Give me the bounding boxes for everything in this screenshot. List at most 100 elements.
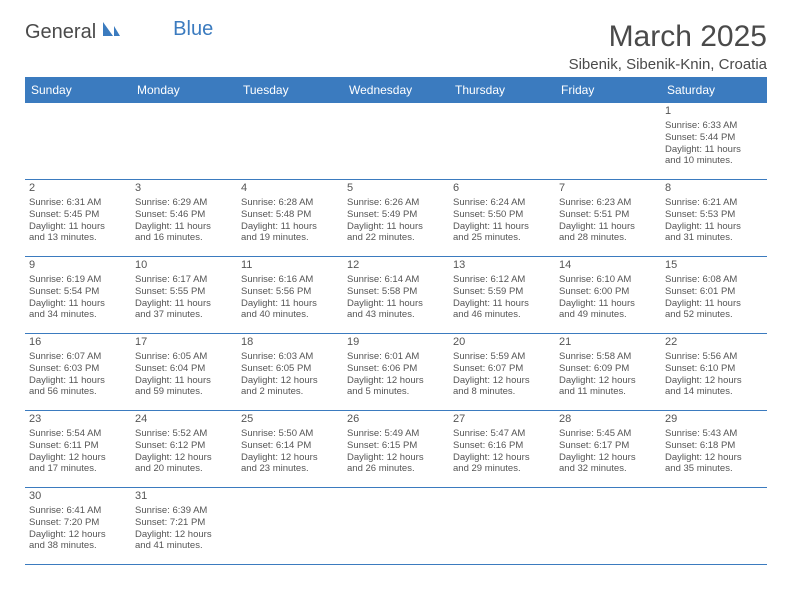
day-header: Wednesday xyxy=(343,77,449,103)
day-number: 4 xyxy=(241,182,339,196)
calendar-day-cell: 20Sunrise: 5:59 AMSunset: 6:07 PMDayligh… xyxy=(449,334,555,411)
day-info-line: Daylight: 12 hours xyxy=(559,452,657,464)
day-info-line: Sunrise: 5:56 AM xyxy=(665,351,763,363)
day-info-line: Daylight: 12 hours xyxy=(135,452,233,464)
day-info-line: Daylight: 11 hours xyxy=(29,375,127,387)
day-info-line: Sunset: 6:04 PM xyxy=(135,363,233,375)
day-info-line: Daylight: 12 hours xyxy=(665,375,763,387)
calendar-day-cell: 8Sunrise: 6:21 AMSunset: 5:53 PMDaylight… xyxy=(661,180,767,257)
day-info-line: Sunrise: 5:47 AM xyxy=(453,428,551,440)
day-info-line: Daylight: 11 hours xyxy=(135,298,233,310)
day-number: 14 xyxy=(559,259,657,273)
day-info-line: Sunrise: 6:12 AM xyxy=(453,274,551,286)
calendar-empty-cell xyxy=(555,103,661,180)
day-number: 11 xyxy=(241,259,339,273)
day-info-line: Sunrise: 6:01 AM xyxy=(347,351,445,363)
day-info-line: Sunset: 5:46 PM xyxy=(135,209,233,221)
day-info-line: and 46 minutes. xyxy=(453,309,551,321)
day-number: 21 xyxy=(559,336,657,350)
logo-sail-icon xyxy=(101,20,121,44)
day-info-line: Sunrise: 6:03 AM xyxy=(241,351,339,363)
day-info-line: Sunset: 7:21 PM xyxy=(135,517,233,529)
day-number: 10 xyxy=(135,259,233,273)
month-title: March 2025 xyxy=(569,20,767,54)
day-info-line: Sunrise: 6:23 AM xyxy=(559,197,657,209)
day-info-line: and 8 minutes. xyxy=(453,386,551,398)
day-info-line: Sunrise: 5:54 AM xyxy=(29,428,127,440)
day-info-line: Daylight: 11 hours xyxy=(241,221,339,233)
day-info-line: Sunset: 5:45 PM xyxy=(29,209,127,221)
calendar-empty-cell xyxy=(343,103,449,180)
day-number: 6 xyxy=(453,182,551,196)
day-info-line: Sunrise: 5:49 AM xyxy=(347,428,445,440)
day-info-line: Sunset: 5:48 PM xyxy=(241,209,339,221)
logo: General Blue xyxy=(25,20,213,44)
day-info-line: Sunrise: 6:31 AM xyxy=(29,197,127,209)
day-number: 8 xyxy=(665,182,763,196)
day-info-line: and 29 minutes. xyxy=(453,463,551,475)
day-info-line: Daylight: 11 hours xyxy=(135,221,233,233)
calendar-week-row: 30Sunrise: 6:41 AMSunset: 7:20 PMDayligh… xyxy=(25,488,767,565)
day-info-line: Daylight: 12 hours xyxy=(453,375,551,387)
calendar-day-cell: 7Sunrise: 6:23 AMSunset: 5:51 PMDaylight… xyxy=(555,180,661,257)
day-info-line: Daylight: 11 hours xyxy=(665,221,763,233)
calendar-day-cell: 10Sunrise: 6:17 AMSunset: 5:55 PMDayligh… xyxy=(131,257,237,334)
day-info-line: Daylight: 12 hours xyxy=(241,375,339,387)
calendar-week-row: 9Sunrise: 6:19 AMSunset: 5:54 PMDaylight… xyxy=(25,257,767,334)
day-info-line: and 49 minutes. xyxy=(559,309,657,321)
day-info-line: and 41 minutes. xyxy=(135,540,233,552)
day-info-line: Sunset: 5:51 PM xyxy=(559,209,657,221)
day-info-line: Sunset: 6:07 PM xyxy=(453,363,551,375)
day-info-line: Sunrise: 6:10 AM xyxy=(559,274,657,286)
calendar-day-cell: 6Sunrise: 6:24 AMSunset: 5:50 PMDaylight… xyxy=(449,180,555,257)
day-info-line: Daylight: 12 hours xyxy=(241,452,339,464)
day-info-line: Sunrise: 5:43 AM xyxy=(665,428,763,440)
day-info-line: Sunrise: 6:26 AM xyxy=(347,197,445,209)
day-number: 29 xyxy=(665,413,763,427)
day-info-line: and 20 minutes. xyxy=(135,463,233,475)
day-info-line: and 2 minutes. xyxy=(241,386,339,398)
calendar-day-cell: 26Sunrise: 5:49 AMSunset: 6:15 PMDayligh… xyxy=(343,411,449,488)
day-info-line: Daylight: 12 hours xyxy=(559,375,657,387)
day-info-line: Daylight: 11 hours xyxy=(135,375,233,387)
day-info-line: Daylight: 12 hours xyxy=(29,529,127,541)
location-text: Sibenik, Sibenik-Knin, Croatia xyxy=(569,56,767,73)
day-info-line: Sunset: 5:50 PM xyxy=(453,209,551,221)
calendar-empty-cell xyxy=(555,488,661,565)
day-number: 20 xyxy=(453,336,551,350)
day-info-line: Sunset: 6:06 PM xyxy=(347,363,445,375)
calendar-day-cell: 24Sunrise: 5:52 AMSunset: 6:12 PMDayligh… xyxy=(131,411,237,488)
day-info-line: and 14 minutes. xyxy=(665,386,763,398)
day-info-line: Daylight: 11 hours xyxy=(347,298,445,310)
day-header: Thursday xyxy=(449,77,555,103)
calendar-empty-cell xyxy=(343,488,449,565)
day-info-line: Sunrise: 6:41 AM xyxy=(29,505,127,517)
day-info-line: Daylight: 12 hours xyxy=(347,452,445,464)
day-number: 5 xyxy=(347,182,445,196)
day-info-line: Daylight: 12 hours xyxy=(135,529,233,541)
day-info-line: Daylight: 11 hours xyxy=(347,221,445,233)
day-info-line: and 22 minutes. xyxy=(347,232,445,244)
day-header: Sunday xyxy=(25,77,131,103)
calendar-day-cell: 11Sunrise: 6:16 AMSunset: 5:56 PMDayligh… xyxy=(237,257,343,334)
day-info-line: Sunrise: 6:33 AM xyxy=(665,120,763,132)
day-number: 2 xyxy=(29,182,127,196)
day-info-line: Sunrise: 6:08 AM xyxy=(665,274,763,286)
day-info-line: and 5 minutes. xyxy=(347,386,445,398)
day-info-line: Sunrise: 6:39 AM xyxy=(135,505,233,517)
day-info-line: Sunset: 5:55 PM xyxy=(135,286,233,298)
day-number: 24 xyxy=(135,413,233,427)
calendar-day-cell: 30Sunrise: 6:41 AMSunset: 7:20 PMDayligh… xyxy=(25,488,131,565)
day-info-line: Sunset: 5:59 PM xyxy=(453,286,551,298)
day-number: 3 xyxy=(135,182,233,196)
calendar-day-cell: 18Sunrise: 6:03 AMSunset: 6:05 PMDayligh… xyxy=(237,334,343,411)
day-info-line: Sunset: 5:49 PM xyxy=(347,209,445,221)
day-info-line: Daylight: 11 hours xyxy=(453,221,551,233)
calendar-empty-cell xyxy=(661,488,767,565)
calendar-day-cell: 29Sunrise: 5:43 AMSunset: 6:18 PMDayligh… xyxy=(661,411,767,488)
day-info-line: Sunset: 6:01 PM xyxy=(665,286,763,298)
logo-text-blue: Blue xyxy=(173,18,213,41)
day-info-line: Sunset: 6:16 PM xyxy=(453,440,551,452)
calendar-day-cell: 25Sunrise: 5:50 AMSunset: 6:14 PMDayligh… xyxy=(237,411,343,488)
day-info-line: Sunrise: 5:59 AM xyxy=(453,351,551,363)
